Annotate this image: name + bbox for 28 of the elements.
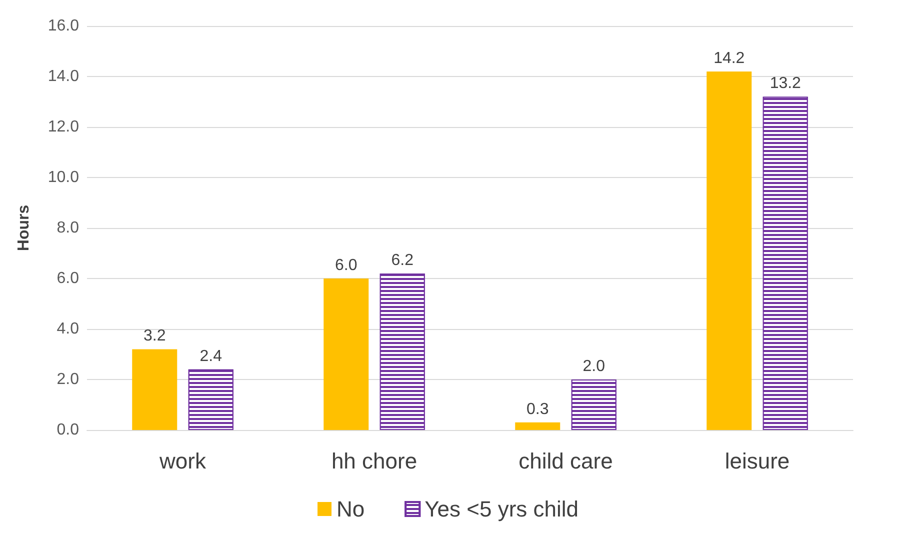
y-tick-label: 0.0 — [56, 422, 80, 438]
x-tick-label: hh chore — [331, 448, 418, 474]
data-label: 0.3 — [526, 400, 549, 418]
y-tick-label: 10.0 — [48, 169, 80, 186]
bar — [132, 349, 178, 430]
y-tick-label: 6.0 — [56, 270, 80, 287]
legend-label: Yes <5 yrs child — [424, 496, 579, 522]
data-label: 2.4 — [200, 348, 222, 365]
y-tick-label: 16.0 — [48, 18, 80, 34]
legend-label: No — [336, 496, 365, 522]
x-tick-label: child care — [518, 448, 613, 474]
y-tick-label: 14.0 — [48, 68, 80, 85]
data-label: 2.0 — [582, 358, 606, 375]
y-tick-label: 12.0 — [48, 118, 80, 136]
y-tick-label: 4.0 — [56, 320, 80, 338]
bar — [324, 278, 369, 430]
x-tick-label: work — [158, 448, 207, 474]
data-label: 14.2 — [714, 50, 745, 67]
y-tick-label: 2.0 — [56, 371, 80, 388]
x-tick-label: leisure — [724, 448, 790, 474]
data-label: 6.2 — [391, 252, 414, 269]
bar — [706, 71, 752, 430]
data-label: 13.2 — [770, 75, 802, 92]
y-tick-label: 8.0 — [56, 220, 80, 236]
data-label: 3.2 — [144, 328, 166, 345]
bar — [515, 422, 560, 430]
y-axis-title: Hours — [16, 204, 32, 252]
data-label: 6.0 — [335, 257, 358, 274]
